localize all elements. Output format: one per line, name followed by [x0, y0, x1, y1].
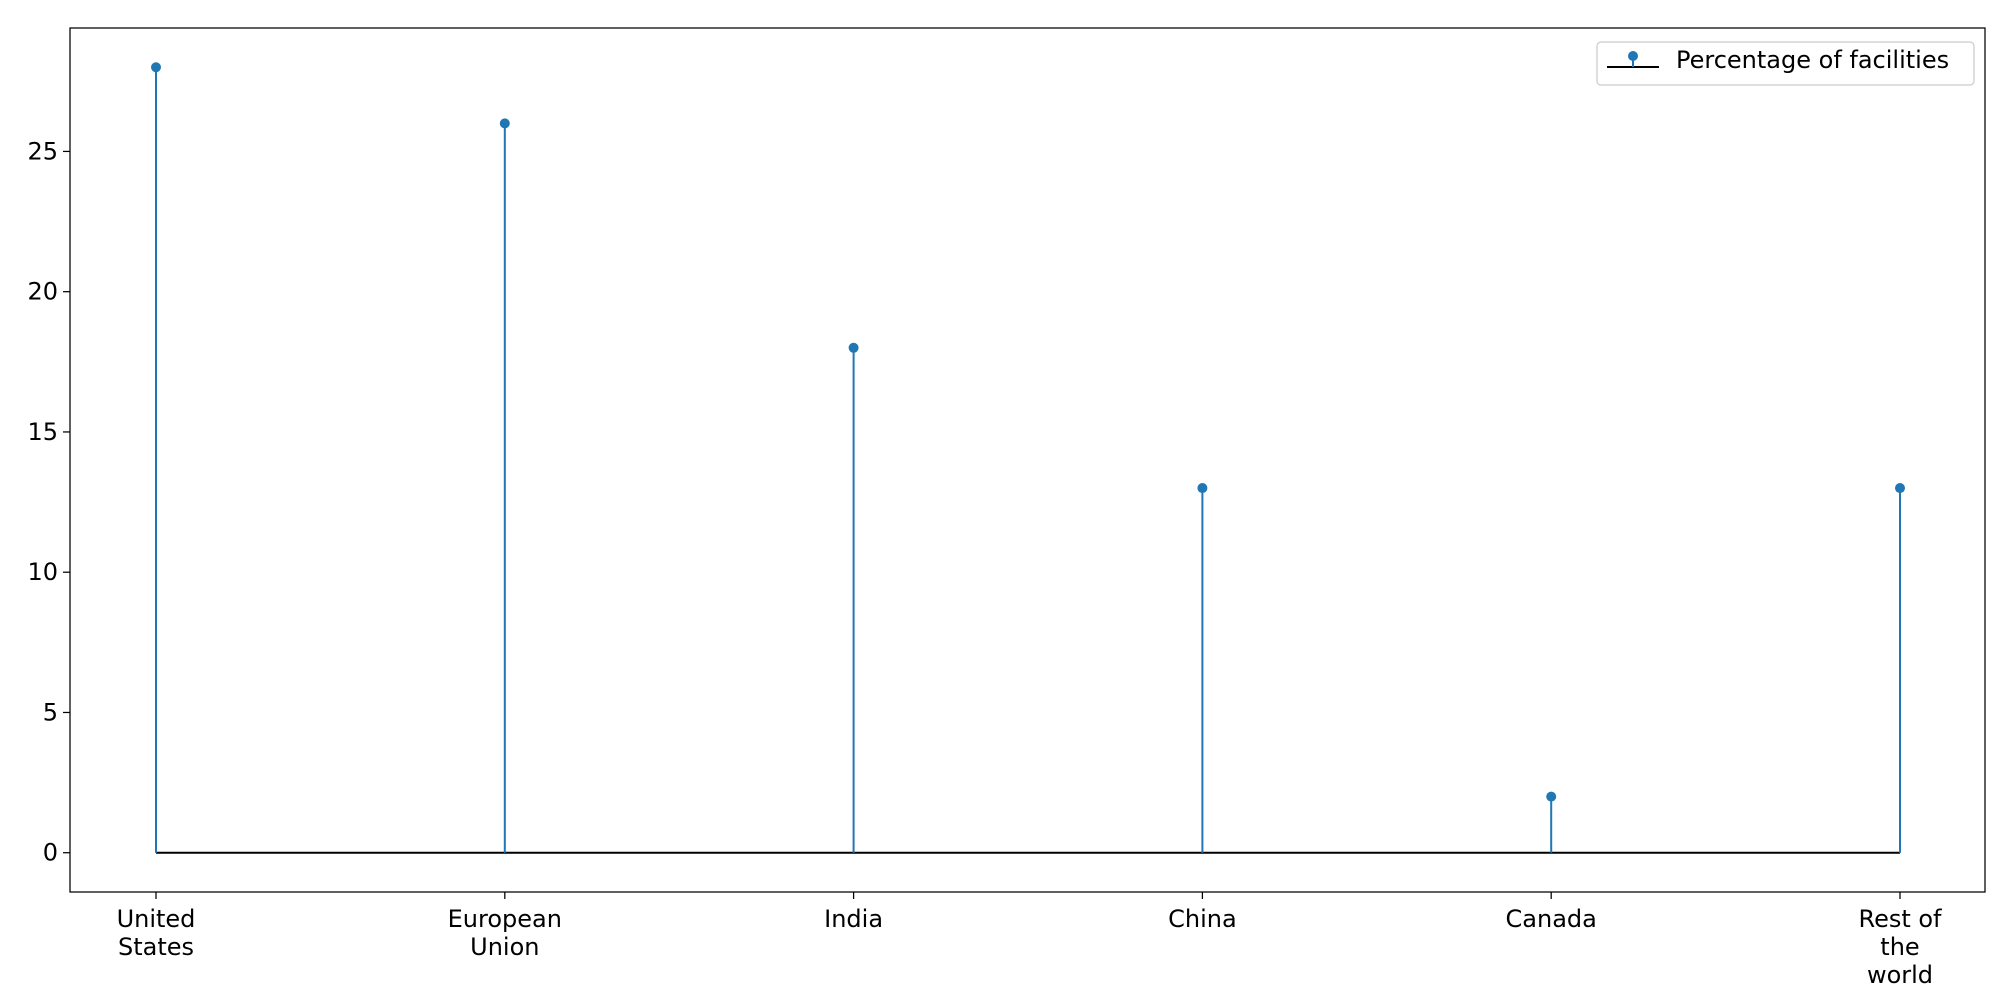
x-tick-label: Canada	[1506, 905, 1597, 933]
axes-frame	[69, 27, 1986, 893]
x-tick-label: States	[118, 933, 194, 961]
y-tick-label: 20	[27, 278, 58, 306]
y-tick-label: 25	[27, 137, 58, 165]
legend: Percentage of facilities	[1596, 41, 1975, 86]
stem-marker	[1546, 791, 1557, 802]
x-tick-label: the	[1880, 933, 1919, 961]
x-tick-label: India	[824, 905, 883, 933]
y-tick-label: 15	[27, 418, 58, 446]
x-tick-label: China	[1168, 905, 1237, 933]
stem-series	[151, 62, 1905, 853]
y-tick-label: 5	[43, 698, 58, 726]
stem-marker	[1895, 483, 1905, 494]
y-tick-label: 0	[43, 839, 58, 867]
stem-marker	[1197, 483, 1208, 494]
y-axis: 0 5 10 15 20 25	[27, 137, 70, 867]
stem-marker	[151, 62, 161, 73]
stem-marker	[848, 342, 859, 353]
legend-label: Percentage of facilities	[1676, 46, 1949, 74]
x-tick-label: Union	[470, 933, 539, 961]
legend-marker-icon	[1628, 51, 1638, 61]
x-tick-label: European	[448, 905, 562, 933]
x-tick-label: world	[1867, 961, 1933, 989]
legend-frame	[1596, 41, 1975, 86]
stem-marker	[499, 118, 510, 129]
x-tick-label: United	[117, 905, 196, 933]
x-tick-label: Rest of	[1858, 905, 1942, 933]
y-tick-label: 10	[27, 558, 58, 586]
